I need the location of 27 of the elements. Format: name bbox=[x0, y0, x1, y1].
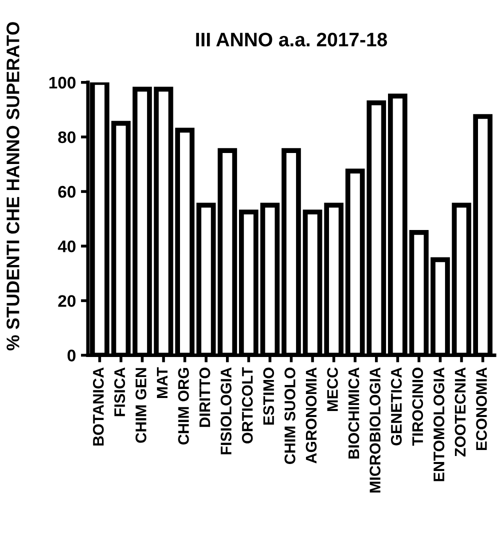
x-tick-label: ZOOTECNIA bbox=[454, 367, 466, 457]
x-tick-label: BIOCHIMICA bbox=[348, 367, 360, 459]
x-tick-label: CHIM SUOLO bbox=[284, 368, 296, 464]
y-tick-label: 0 bbox=[68, 350, 76, 362]
y-tick-label: 20 bbox=[58, 295, 76, 307]
x-tick-label: MECC bbox=[327, 367, 338, 412]
x-tick-label: CHIM GEN bbox=[136, 368, 146, 443]
x-tick-label: TIROCINIO bbox=[412, 368, 424, 446]
x-tick-label: GENETICA bbox=[390, 367, 402, 446]
y-tick-label: 60 bbox=[58, 186, 76, 198]
x-tick-label: MICROBIOLOGIA bbox=[370, 367, 380, 492]
x-tick-label: MAT bbox=[156, 367, 168, 398]
x-tick-label: ECONOMIA bbox=[476, 367, 487, 450]
x-tick-label: CHIM ORG bbox=[178, 368, 189, 444]
x-tick-label: ORTICOLT bbox=[242, 367, 253, 444]
y-tick-label: 40 bbox=[58, 240, 76, 252]
y-tick-label: 80 bbox=[58, 131, 76, 144]
y-axis-title: % STUDENTI CHE HANNO SUPERATO bbox=[6, 22, 20, 350]
x-tick-label: DIRITTO bbox=[199, 368, 210, 427]
x-tick-label: AGRONOMIA bbox=[306, 367, 317, 464]
x-tick-label: BOTANICA bbox=[92, 367, 104, 446]
x-tick-label: ESTIMO bbox=[263, 368, 274, 425]
y-tick-label: 100 bbox=[49, 76, 76, 89]
chart-title: III ANNO a.a. 2017-18 bbox=[196, 32, 388, 46]
x-tick-label: FISICA bbox=[114, 367, 126, 416]
x-tick-label: ENTOMOLOGIA bbox=[434, 367, 444, 482]
x-tick-label: FISIOLOGIA bbox=[220, 367, 232, 454]
